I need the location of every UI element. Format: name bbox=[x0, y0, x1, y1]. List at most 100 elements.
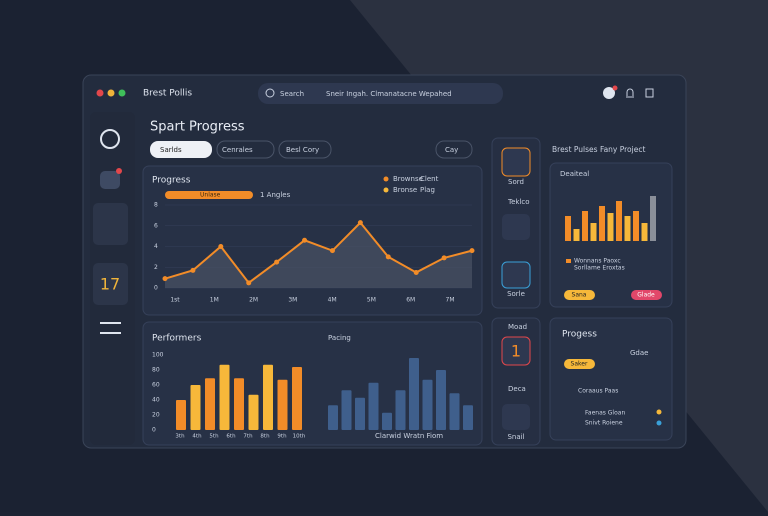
bar bbox=[190, 385, 201, 430]
x-tick-label: 7M bbox=[446, 297, 455, 304]
dot[interactable] bbox=[96, 89, 104, 97]
bar bbox=[616, 201, 622, 241]
x-tick-label: 3M bbox=[288, 297, 297, 304]
bar bbox=[409, 358, 419, 430]
card-label: Teklco bbox=[507, 198, 530, 206]
tab[interactable] bbox=[278, 140, 332, 159]
search-label: Search bbox=[280, 90, 304, 98]
button[interactable] bbox=[631, 290, 662, 300]
button-label: Glade bbox=[637, 292, 655, 299]
legend-label: Sorllame Eroxtas bbox=[574, 265, 625, 272]
card-title: Performers bbox=[152, 334, 202, 344]
tab[interactable] bbox=[216, 140, 275, 159]
legend-swatch bbox=[566, 259, 571, 263]
bar bbox=[341, 390, 352, 430]
tag[interactable] bbox=[564, 359, 595, 369]
menu-icon[interactable] bbox=[100, 322, 121, 334]
app-title: Brest Pollis bbox=[143, 89, 192, 99]
dropdown[interactable] bbox=[435, 140, 473, 159]
tag-label: Gdae bbox=[630, 349, 648, 357]
icon-tile[interactable] bbox=[501, 261, 531, 289]
legend-value: Plag bbox=[420, 186, 435, 194]
card-label: Sord bbox=[508, 178, 524, 186]
icon-tile[interactable] bbox=[502, 404, 530, 430]
nav-icon[interactable] bbox=[93, 203, 128, 245]
nav-icon[interactable] bbox=[100, 129, 120, 149]
x-tick-label: 1st bbox=[170, 297, 180, 304]
x-tick-label: 10th bbox=[293, 434, 306, 440]
x-tick-label: 4M bbox=[328, 297, 337, 304]
button[interactable] bbox=[564, 290, 595, 300]
point bbox=[218, 244, 224, 249]
bar bbox=[368, 382, 379, 430]
bar bbox=[624, 216, 631, 241]
x-tick-label: 9th bbox=[277, 434, 287, 440]
bar bbox=[463, 405, 473, 430]
legend-dot bbox=[383, 187, 389, 193]
bar bbox=[590, 223, 597, 241]
point bbox=[302, 237, 308, 243]
legend-value: Clent bbox=[420, 175, 439, 183]
dot[interactable] bbox=[118, 89, 126, 97]
search-hint: Sneir Ingah. Clmanatacne Wepahed bbox=[326, 90, 452, 98]
point bbox=[357, 220, 363, 226]
x-tick-label: 6M bbox=[406, 297, 415, 304]
bar bbox=[573, 229, 580, 241]
progress-label: Unlase bbox=[200, 192, 221, 199]
tab-label: Cenrales bbox=[222, 146, 253, 154]
y-tick-label: 60 bbox=[152, 382, 160, 389]
nav-badge: 17 bbox=[100, 275, 120, 294]
point bbox=[385, 254, 391, 260]
bar bbox=[355, 397, 365, 430]
point bbox=[162, 276, 168, 282]
card-title: Progess bbox=[562, 330, 597, 340]
bar bbox=[219, 364, 230, 430]
bar bbox=[382, 412, 392, 430]
bar bbox=[633, 211, 639, 241]
bar bbox=[292, 367, 302, 430]
bar bbox=[650, 196, 656, 241]
bar bbox=[565, 216, 571, 241]
point bbox=[246, 280, 252, 286]
area bbox=[165, 222, 472, 288]
y-tick-label: 80 bbox=[152, 367, 160, 374]
bar bbox=[449, 393, 460, 430]
nav-icon[interactable] bbox=[100, 171, 120, 189]
y-tick-label: 0 bbox=[152, 427, 156, 434]
y-tick-label: 100 bbox=[152, 352, 164, 359]
status-dot bbox=[656, 420, 662, 426]
bar bbox=[263, 364, 273, 430]
tag-label: Saker bbox=[571, 361, 588, 368]
tab-label: Besl Cory bbox=[286, 146, 319, 154]
legend-label: Wonnans Paoxc bbox=[574, 258, 621, 265]
y-tick-label: 2 bbox=[154, 264, 158, 271]
icon-tile[interactable] bbox=[501, 336, 531, 366]
legend-dot bbox=[383, 176, 389, 182]
list-item: Coraaus Paas bbox=[578, 388, 618, 395]
icon-tile[interactable] bbox=[501, 147, 531, 177]
settings-icon[interactable] bbox=[645, 88, 654, 98]
point bbox=[329, 248, 335, 254]
search-box[interactable] bbox=[258, 83, 503, 104]
point bbox=[190, 267, 196, 273]
x-tick-label: 5th bbox=[209, 434, 219, 440]
avatar[interactable] bbox=[603, 87, 615, 99]
x-tick-label: 1M bbox=[210, 297, 219, 304]
dropdown-label: Cay bbox=[445, 146, 458, 154]
tab[interactable] bbox=[150, 141, 212, 158]
list-item: Snivt Roiene bbox=[585, 420, 623, 427]
bar bbox=[607, 213, 614, 241]
progress-note: 1 Angles bbox=[260, 191, 291, 199]
point bbox=[469, 248, 475, 254]
card-subtitle: Deaiteal bbox=[560, 170, 589, 178]
line bbox=[164, 221, 473, 285]
card-label: Deca bbox=[508, 385, 526, 393]
bell-icon[interactable] bbox=[626, 88, 634, 98]
bar bbox=[176, 400, 186, 430]
icon-tile[interactable] bbox=[502, 214, 530, 240]
nav-item[interactable] bbox=[93, 263, 128, 305]
y-tick-label: 0 bbox=[154, 285, 158, 292]
dot[interactable] bbox=[107, 89, 115, 97]
